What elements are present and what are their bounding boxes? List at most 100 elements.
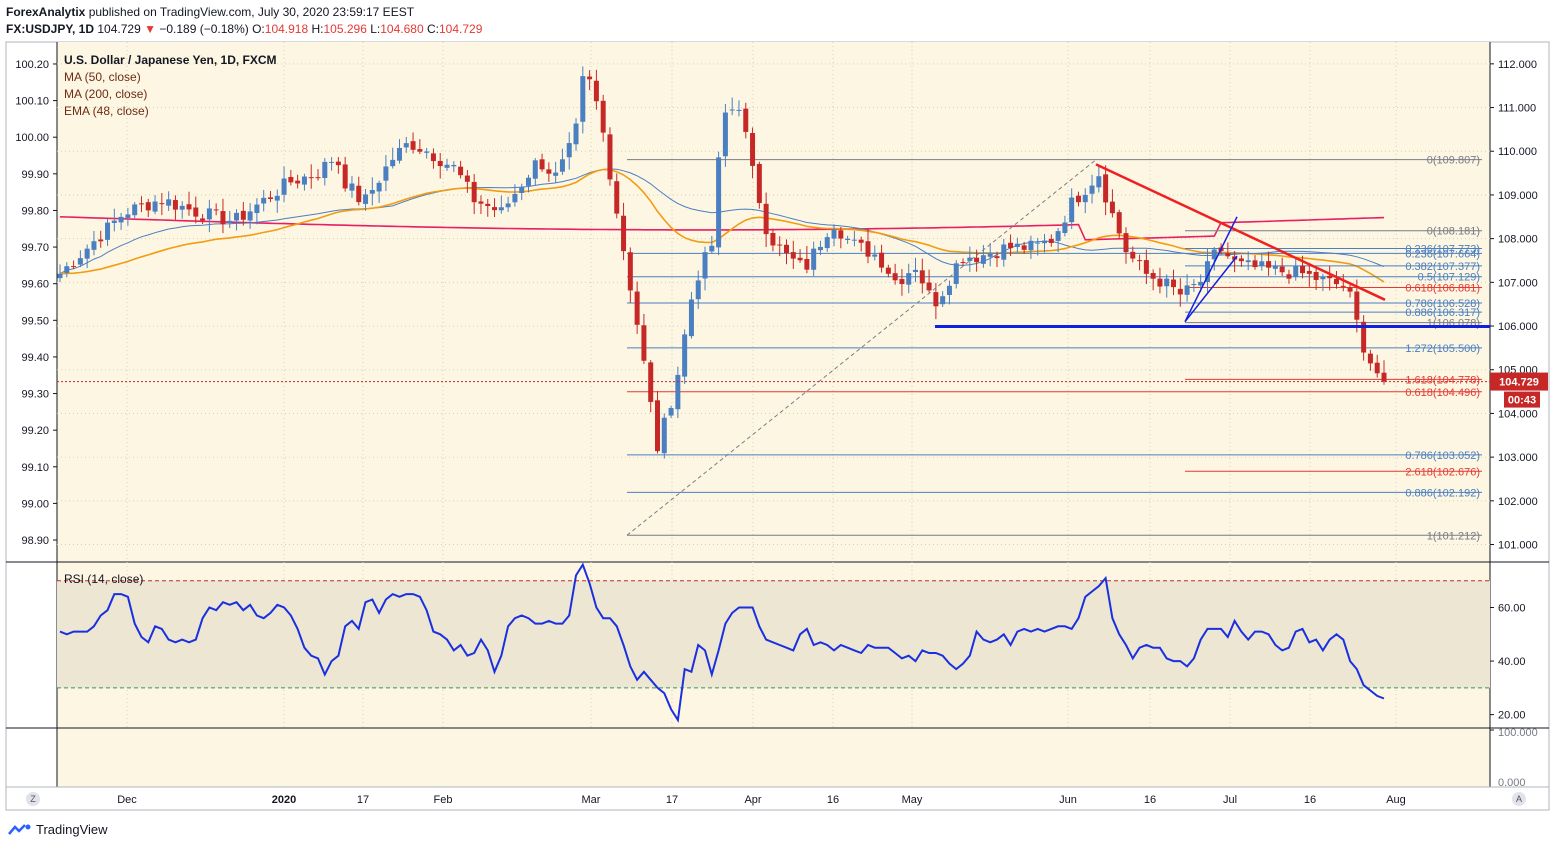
candle-body bbox=[349, 183, 355, 191]
candle-body bbox=[600, 100, 606, 133]
candle-body bbox=[892, 273, 898, 281]
candle-body bbox=[1381, 372, 1387, 382]
candle-body bbox=[1055, 231, 1061, 241]
x-tick-label: 16 bbox=[1144, 794, 1156, 806]
candle-body bbox=[1259, 261, 1265, 266]
footer-brand[interactable]: TradingView bbox=[8, 822, 108, 837]
last-price-tag bbox=[1490, 372, 1548, 391]
fib-level-label: 0.5(107.129) bbox=[1418, 272, 1480, 284]
right-tick-label: 102.000 bbox=[1498, 496, 1538, 508]
candle-body bbox=[1204, 261, 1210, 283]
candle-body bbox=[960, 262, 966, 264]
candle-body bbox=[743, 108, 749, 132]
candle-body bbox=[145, 202, 151, 211]
candle-body bbox=[1042, 240, 1048, 244]
candle-body bbox=[64, 266, 70, 273]
down-arrow-icon: ▼ bbox=[144, 22, 156, 36]
candle-body bbox=[444, 164, 450, 168]
x-tick-label: 17 bbox=[666, 794, 678, 806]
ohlc-line: FX:USDJPY, 1D 104.729 ▼ −0.189 (−0.18%) … bbox=[6, 22, 482, 36]
channel-upper bbox=[1184, 216, 1238, 322]
fib-anchor-line bbox=[626, 159, 1097, 536]
candle-body bbox=[200, 218, 206, 221]
candle-body bbox=[308, 177, 314, 179]
candle-body bbox=[1361, 321, 1367, 353]
candle-body bbox=[587, 76, 593, 80]
candle-body bbox=[186, 204, 192, 210]
publisher-name[interactable]: ForexAnalytix bbox=[6, 5, 86, 19]
candle-body bbox=[430, 153, 436, 162]
candle-body bbox=[1266, 261, 1272, 268]
last-price-tag-label: 104.729 bbox=[1499, 377, 1539, 389]
candle-body bbox=[1008, 242, 1014, 249]
left-tick-label: 100.10 bbox=[15, 96, 49, 108]
candle-body bbox=[580, 76, 586, 122]
legend-ema48[interactable]: EMA (48, close) bbox=[64, 104, 149, 118]
fib-level-label: 1.272(105.500) bbox=[1405, 343, 1480, 355]
candle-body bbox=[464, 175, 470, 182]
candle-body bbox=[1089, 185, 1095, 194]
auto-scale-button[interactable]: A bbox=[1512, 792, 1526, 806]
candle-body bbox=[831, 229, 837, 239]
left-tick-label: 99.50 bbox=[21, 315, 49, 327]
candle-body bbox=[716, 157, 722, 248]
candle-body bbox=[824, 237, 830, 249]
candle-body bbox=[756, 163, 762, 204]
candle-body bbox=[709, 245, 715, 252]
candle-body bbox=[1001, 244, 1007, 260]
fib-level-label: 0.618(104.496) bbox=[1405, 387, 1480, 399]
candle-body bbox=[1014, 243, 1020, 247]
candle-body bbox=[1340, 285, 1346, 287]
legend-ma50[interactable]: MA (50, close) bbox=[64, 70, 141, 84]
candle-body bbox=[1048, 238, 1054, 243]
candle-body bbox=[71, 266, 77, 268]
left-tick-label: 98.90 bbox=[21, 535, 49, 547]
candle-body bbox=[138, 203, 144, 205]
rsi-tick-label: 40.00 bbox=[1498, 656, 1526, 668]
candle-body bbox=[1062, 222, 1068, 233]
candle-body bbox=[206, 208, 212, 220]
candle-body bbox=[424, 151, 430, 153]
candle-body bbox=[1245, 260, 1251, 263]
candle-body bbox=[736, 109, 742, 111]
candle-body bbox=[1130, 251, 1136, 259]
left-tick-label: 99.20 bbox=[21, 425, 49, 437]
candle-body bbox=[913, 269, 919, 273]
right-tick-label: 107.000 bbox=[1498, 277, 1538, 289]
candle-body bbox=[111, 220, 117, 223]
candle-body bbox=[525, 177, 531, 186]
candle-body bbox=[817, 246, 823, 251]
candle-body bbox=[57, 273, 63, 279]
x-tick-label: Apr bbox=[744, 794, 761, 806]
candle-body bbox=[166, 199, 172, 206]
candle-body bbox=[885, 267, 891, 274]
candle-body bbox=[471, 181, 477, 203]
candle-body bbox=[240, 210, 246, 220]
x-tick-label: Aug bbox=[1386, 794, 1406, 806]
candle-body bbox=[227, 220, 233, 223]
candle-body bbox=[152, 201, 158, 212]
countdown-tag bbox=[1504, 391, 1540, 408]
candle-body bbox=[301, 176, 307, 185]
candle-body bbox=[974, 257, 980, 263]
rsi-legend[interactable]: RSI (14, close) bbox=[64, 572, 144, 586]
high-value: 105.296 bbox=[323, 22, 367, 36]
candle-body bbox=[879, 252, 885, 268]
candle-body bbox=[1109, 201, 1115, 214]
candle-body bbox=[1191, 284, 1197, 286]
fib-level-label: 0.236(107.773) bbox=[1405, 244, 1480, 256]
candle-body bbox=[485, 203, 491, 207]
x-tick-label: Jul bbox=[1223, 794, 1237, 806]
legend-ma200[interactable]: MA (200, close) bbox=[64, 87, 148, 101]
x-tick-label: Jun bbox=[1059, 794, 1077, 806]
candle-body bbox=[498, 207, 504, 211]
candle-body bbox=[295, 180, 301, 184]
candle-body bbox=[1252, 260, 1258, 268]
fib-level-label: 0.382(107.377) bbox=[1405, 261, 1480, 273]
candle-body bbox=[804, 258, 810, 270]
candle-body bbox=[254, 204, 260, 214]
left-tick-label: 99.80 bbox=[21, 205, 49, 217]
zoom-button[interactable]: Z bbox=[26, 792, 40, 806]
candle-body bbox=[1157, 278, 1163, 287]
